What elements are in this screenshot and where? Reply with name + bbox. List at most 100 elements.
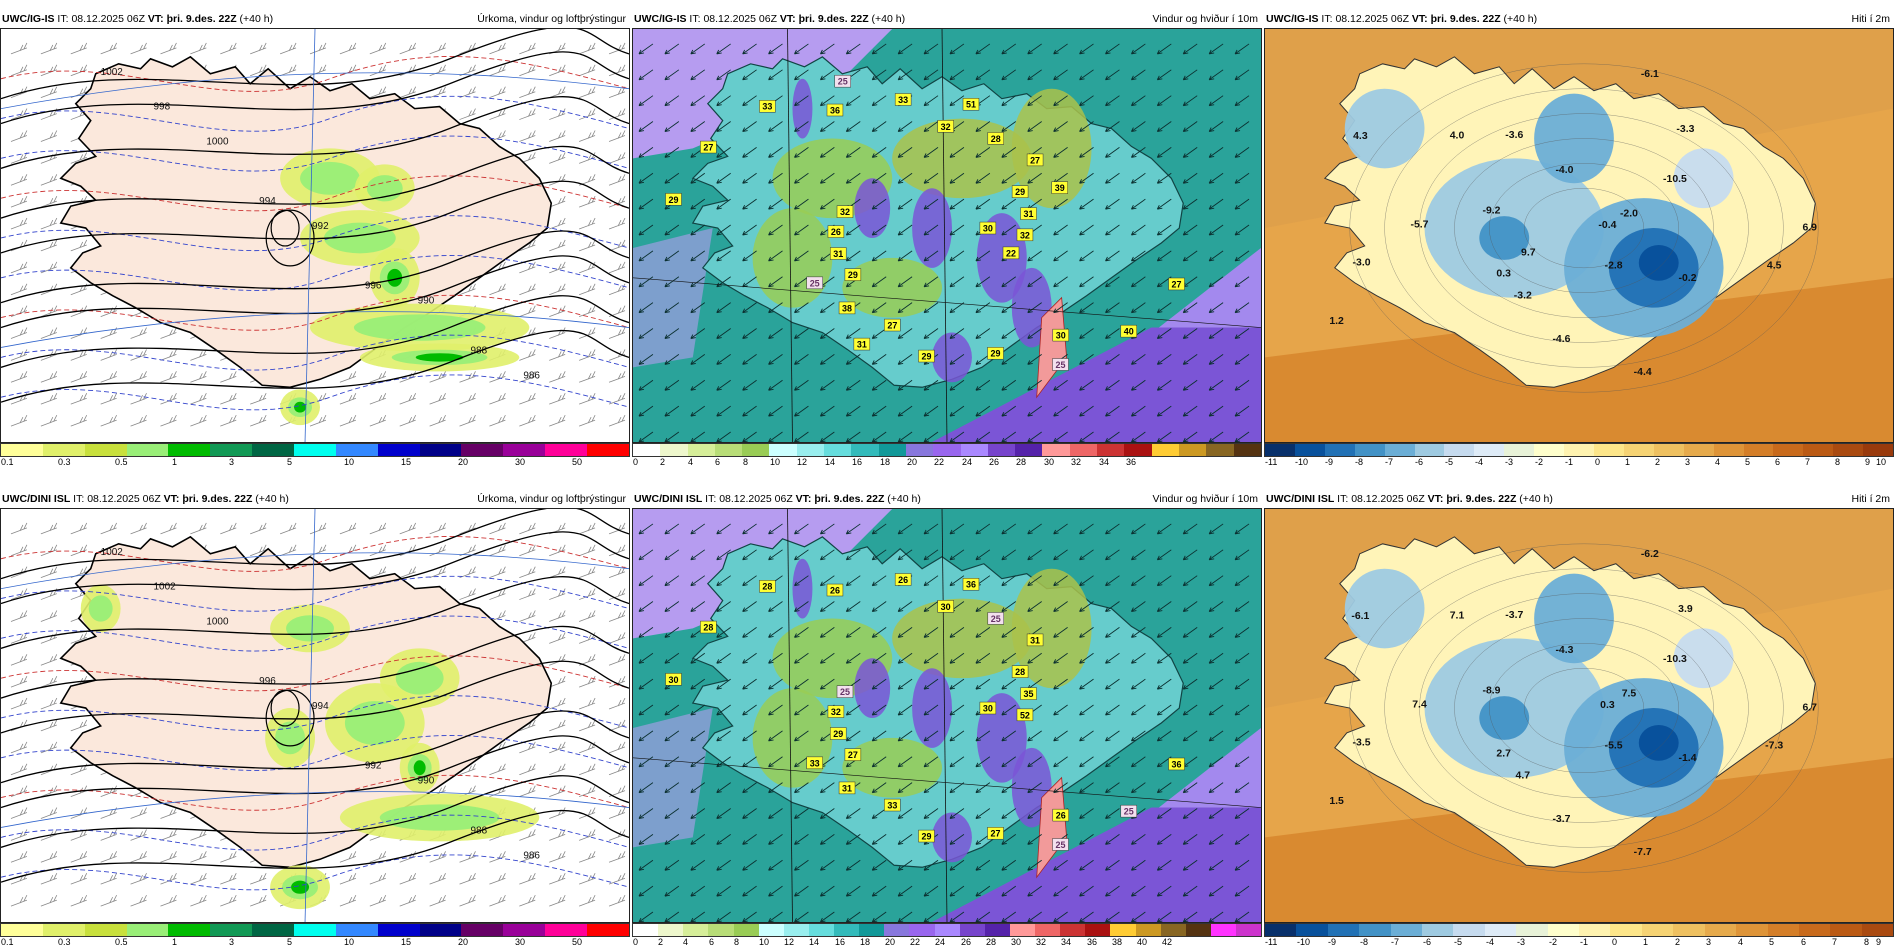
model-name: UWC/IG-IS: [634, 13, 687, 25]
colorbar-tick-label: 2: [660, 457, 666, 467]
colorbar-swatch: [1830, 924, 1862, 936]
isobar-label: 992: [365, 761, 382, 772]
gust-value: 25: [991, 614, 1001, 624]
isobar-label: 994: [312, 701, 329, 712]
map-area: -0.4 0.3 -3.6 4.5 1.2 -4.0 -0.2 -3.0 -6.1 -2.8 -5.…: [1264, 28, 1894, 443]
colorbar-swatch: [1579, 924, 1611, 936]
gust-value: 27: [887, 321, 897, 331]
colorbar-swatch: [1135, 924, 1161, 936]
gust-value: 30: [983, 224, 993, 234]
colorbar-swatch: [1359, 924, 1391, 936]
gust-value: 26: [831, 227, 841, 237]
colorbar-swatch: [294, 444, 336, 456]
lead-time: (+40 h): [255, 493, 289, 505]
panel-igis-precip: UWC/IG-IS IT: 08.12.2025 06Z VT: þri. 9.…: [0, 10, 630, 467]
temp-value: -4.6: [1552, 334, 1570, 345]
colorbar-swatch: [714, 444, 743, 456]
colorbar-swatch: [1444, 444, 1475, 456]
colorbar-tick-label: -4: [1475, 457, 1484, 467]
temp-value: 1.2: [1329, 316, 1344, 327]
gust-label-box: [979, 701, 997, 715]
colorbar-tick-label: 20: [885, 937, 896, 947]
map-area: 30 29 32 30 29 29 27 36 27 31 28 29 27 31 38 33 40 26 27 29…: [632, 28, 1262, 443]
colorbar-swatch: [503, 924, 546, 936]
colorbar-swatch: [909, 924, 935, 936]
colorbar-swatch: [1151, 444, 1179, 456]
gust-value: 22: [1006, 248, 1016, 258]
colorbar-swatch: [294, 924, 336, 936]
gust-value: 33: [762, 102, 772, 112]
panel-title: Vindur og hviður í 10m: [1152, 493, 1258, 505]
temp-value: 6.9: [1802, 223, 1817, 234]
colorbar-swatch: [1422, 924, 1454, 936]
temp-value: -3.5: [1353, 738, 1371, 749]
colorbar-swatch: [1110, 924, 1136, 936]
colorbar-tick-label: 50: [572, 457, 583, 467]
colorbar-swatch: [1009, 924, 1035, 936]
temp-value: -6.1: [1641, 69, 1659, 80]
gust-value: 35: [1024, 689, 1034, 699]
colorbar-swatch: [1015, 444, 1043, 456]
colorbar-tick-label: 15: [401, 937, 412, 947]
temp-value: -0.2: [1679, 273, 1697, 284]
colorbar-swatch: [1069, 444, 1098, 456]
map-svg: 0.3 2.7 -3.7 -7.3 1.5 -4.3 -1.4 -3.5 -6.2 -5.5 7.4…: [1265, 509, 1893, 922]
temp-value: -6.2: [1641, 549, 1659, 560]
colorbar-tick-label: 50: [572, 937, 583, 947]
colorbar-swatch: [796, 444, 825, 456]
gust-label-box: [1052, 328, 1069, 342]
gust-label-box: [884, 798, 901, 812]
colorbar-tick-label: 0.5: [115, 457, 128, 467]
gust-label-box: [844, 748, 862, 761]
colorbar-tick-label: 40: [1137, 937, 1148, 947]
lead-time: (+40 h): [871, 13, 906, 25]
panel-header: UWC/DINI ISL IT: 08.12.2025 06Z VT: þri.…: [0, 490, 630, 508]
gust-value: 25: [838, 77, 848, 87]
gust-value: 32: [831, 707, 841, 717]
gust-label-box: [1026, 633, 1044, 647]
colorbar-swatch: [834, 924, 860, 936]
colorbar-swatch: [1504, 444, 1535, 456]
gust-value: 30: [983, 704, 993, 714]
panel-header: UWC/DINI ISL IT: 08.12.2025 06Z VT: þri.…: [1264, 490, 1894, 508]
colorbar-swatch: [503, 444, 546, 456]
colorbar-tick-label: 6: [1775, 457, 1781, 467]
init-time: 08.12.2025 06Z: [87, 493, 161, 505]
gust-label-box: [1052, 838, 1069, 851]
gust-label-box: [1020, 207, 1037, 220]
gust-label-box: [1011, 665, 1029, 678]
colorbar-tick-label: -6: [1415, 457, 1424, 467]
colorbar-ticks: 0.1 0.3 0.5 1 3 5 10 15 20 30 50: [0, 457, 630, 469]
colorbar-swatch: [168, 924, 211, 936]
map-svg: 30 27 30 26 30 28 33 26 36 29 25 27 28 35 31 26 25 32 31 29…: [633, 509, 1261, 922]
gust-value: 27: [991, 829, 1001, 839]
colorbar-swatch: [683, 924, 709, 936]
temp-value: -4.4: [1634, 367, 1652, 378]
colorbar-swatch: [1516, 924, 1548, 936]
colorbar-tick-label: 5: [1745, 457, 1751, 467]
gust-value: 51: [966, 100, 976, 110]
gust-label-box: [700, 620, 717, 634]
isobar-label: 998: [154, 102, 171, 113]
isobar: [1, 576, 629, 649]
isobar: [1, 809, 629, 883]
colorbar-tick-label: 20: [458, 937, 469, 947]
colorbar-swatch: [1773, 444, 1804, 456]
gust-label-box: [987, 132, 1004, 145]
isobar-label: 1002: [154, 582, 177, 593]
colorbar-swatch: [1547, 924, 1580, 936]
gust-value: 36: [830, 106, 840, 116]
colorbar-tick-label: -5: [1454, 937, 1463, 947]
colorbar-tick-label: 7: [1805, 457, 1811, 467]
gust-label-box: [1051, 181, 1068, 194]
gust-label-box: [759, 100, 776, 113]
init-label: IT:: [689, 13, 701, 25]
temp-value: -3.6: [1505, 130, 1523, 141]
colorbar-swatch: [42, 924, 85, 936]
init-label: IT:: [57, 13, 69, 25]
colorbar-swatch: [769, 444, 797, 456]
gust-label-box: [1020, 687, 1037, 700]
colorbar-swatch: [210, 444, 253, 456]
colorbar-tick-label: 4: [1738, 937, 1744, 947]
